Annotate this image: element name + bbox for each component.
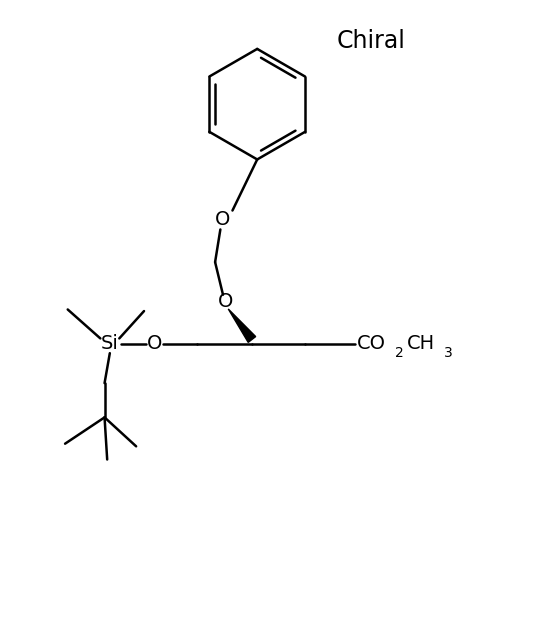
Text: Si: Si bbox=[101, 334, 119, 353]
Text: 2: 2 bbox=[395, 346, 404, 360]
Text: Chiral: Chiral bbox=[336, 29, 405, 53]
Text: CH: CH bbox=[407, 334, 435, 353]
Text: CO: CO bbox=[357, 334, 386, 353]
Text: O: O bbox=[218, 292, 233, 311]
Polygon shape bbox=[228, 309, 256, 342]
Text: 3: 3 bbox=[444, 346, 453, 360]
Text: O: O bbox=[215, 211, 230, 230]
Text: O: O bbox=[147, 334, 162, 353]
